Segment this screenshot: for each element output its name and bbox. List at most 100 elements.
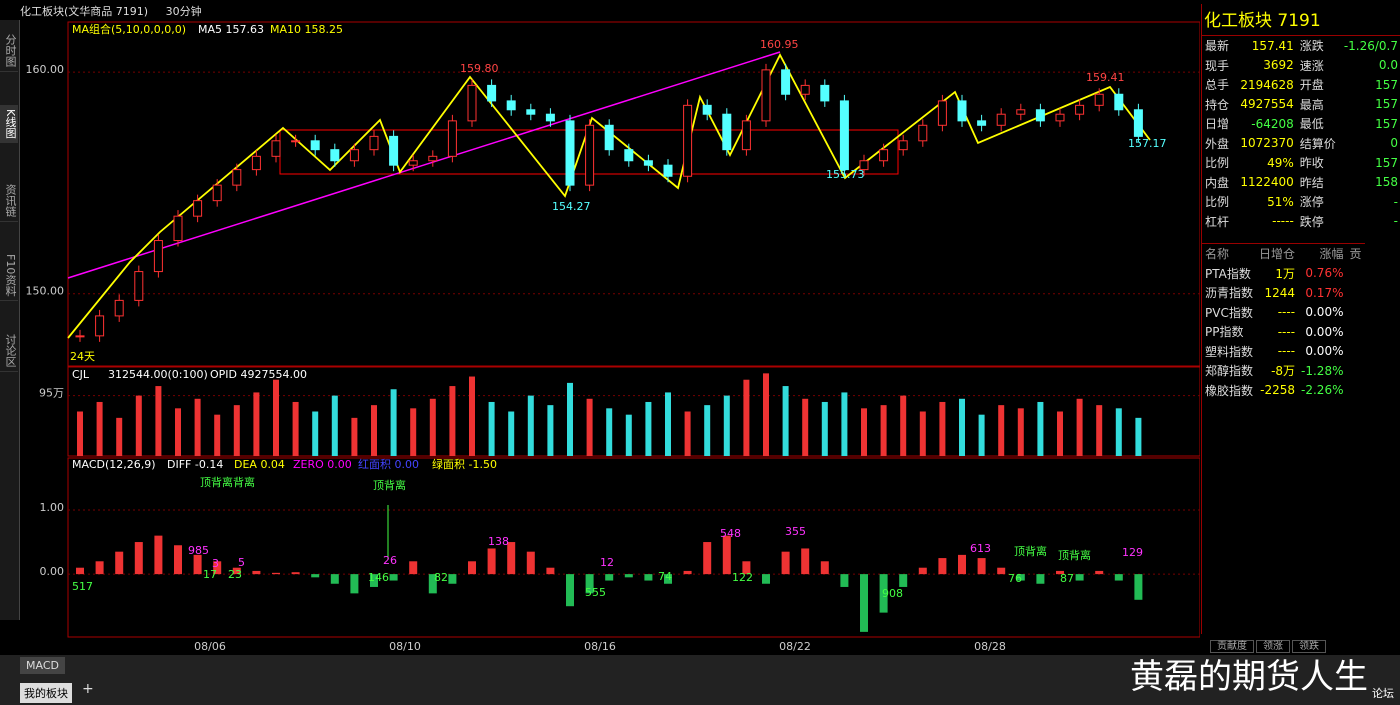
quote-row: 外盘 1072370 结算价 0 [1202, 134, 1400, 154]
volume-bar [312, 411, 319, 456]
side-tab[interactable]: F10资料 [0, 250, 18, 302]
list-header-cell: 日增仓 [1259, 247, 1296, 262]
bottom-tab[interactable]: 领涨 [1256, 640, 1290, 653]
macd-bar [291, 572, 300, 575]
top-bar: 化工板块(文华商品 7191) 30分钟 [20, 3, 202, 19]
quote-cell: -1.26/0.7 [1343, 38, 1398, 53]
macd-annotation: 129 [1122, 546, 1143, 559]
macd-bar [193, 554, 202, 575]
candle-body [879, 149, 889, 162]
macd-bar [350, 574, 359, 594]
candle-body [114, 299, 124, 317]
candle-body [310, 140, 320, 151]
period[interactable]: 30分钟 [165, 5, 202, 18]
list-row[interactable]: PP指数 ---- 0.00% [1202, 322, 1365, 342]
macd-bar [546, 567, 555, 575]
macd-annotation: 17 [203, 568, 217, 581]
bottom-tab[interactable]: 领跌 [1292, 640, 1326, 653]
macd-annotation: 12 [600, 556, 614, 569]
candle-body [251, 155, 261, 171]
candle-body [1094, 93, 1104, 106]
candle-body [271, 140, 281, 157]
quote-cell: - [1393, 214, 1398, 229]
x-tick-label: 08/06 [194, 640, 226, 653]
list-cell: 0.00% [1305, 324, 1344, 339]
quote-cell: 1072370 [1240, 136, 1294, 151]
legend-item: OPID 4927554.00 [210, 368, 307, 381]
quote-cell: ----- [1272, 214, 1294, 229]
panel-frame [67, 21, 1200, 367]
macd-bar [801, 548, 810, 575]
macd-annotation: 76 [1008, 572, 1022, 585]
quote-cell: 157 [1375, 116, 1398, 131]
macd-bar [409, 561, 418, 575]
volume-bar [449, 386, 456, 456]
panel-frame [67, 366, 1200, 457]
macd-bar [448, 574, 457, 584]
macd-bar [566, 574, 574, 607]
side-tab[interactable]: 讨论区 [0, 330, 18, 372]
macd-bar [879, 574, 888, 613]
volume-bar [135, 395, 142, 456]
side-tab[interactable]: K线图 [0, 105, 18, 144]
candle-body [898, 140, 908, 151]
macd-annotation: 23 [228, 568, 242, 581]
macd-bar [585, 574, 594, 594]
list-row[interactable]: 橡胶指数 -2258 -2.26% [1202, 381, 1365, 401]
list-row[interactable]: PVC指数 ---- 0.00% [1202, 303, 1365, 323]
forum-link[interactable]: 论坛 [1372, 687, 1394, 700]
quote-cell: 杠杆 [1205, 214, 1230, 229]
macd-annotation: 3 [212, 557, 219, 570]
add-tab[interactable]: + [82, 681, 94, 697]
price-annotation: 154.27 [552, 200, 591, 213]
quote-row: 总手 2194628 开盘 157 [1202, 75, 1400, 95]
price-annotation: 159.80 [460, 62, 499, 75]
macd-bar [389, 574, 398, 581]
list-row[interactable]: 郑醇指数 -8万 -1.28% [1202, 361, 1365, 381]
candle-body [232, 169, 242, 186]
macd-annotation: 26 [383, 554, 397, 567]
macd-bar [76, 567, 84, 575]
side-tab[interactable]: 分时图 [0, 30, 18, 72]
list-cell: -8万 [1271, 364, 1296, 379]
quote-row: 内盘 1122400 昨结 158 [1202, 173, 1400, 193]
candle-body [134, 271, 144, 301]
candle-body [1114, 93, 1124, 111]
list-row[interactable]: 塑料指数 ---- 0.00% [1202, 342, 1365, 362]
macd-annotation: 517 [72, 580, 93, 593]
volume-bar [743, 379, 750, 456]
price-annotation: 160.95 [760, 38, 799, 51]
quote-cell: 0.0 [1378, 58, 1398, 73]
list-row[interactable]: PTA指数 1万 0.76% [1202, 264, 1365, 284]
side-tab[interactable]: 资讯链 [0, 180, 18, 222]
my-sector-tab[interactable]: 我的板块 [20, 683, 72, 703]
candle-body [389, 135, 399, 166]
list-cell: 1244 [1264, 285, 1296, 300]
macd-annotation: 355 [785, 525, 806, 538]
volume-bar [802, 398, 809, 456]
quote-cell: 4927554 [1240, 97, 1294, 112]
bottom-tab[interactable]: 贡献度 [1210, 640, 1254, 653]
quote-cell: 51% [1267, 194, 1294, 209]
volume-bar [978, 414, 985, 456]
volume-bar [1135, 417, 1142, 456]
quote-cell: 涨停 [1299, 195, 1324, 210]
macd-bar [977, 558, 986, 575]
y-tick-label: 1.00 [40, 501, 65, 514]
volume-bar [919, 411, 926, 456]
quote-cell: 日增 [1205, 117, 1230, 132]
candle-body [447, 120, 457, 157]
macd-bar [232, 567, 241, 575]
quote-cell: 157.41 [1251, 38, 1294, 53]
candle-body [153, 240, 163, 273]
list-row[interactable]: 沥青指数 1244 0.17% [1202, 283, 1365, 303]
quote-row: 杠杆 ----- 跌停 - [1202, 212, 1400, 232]
macd-button[interactable]: MACD [20, 657, 65, 674]
list-header-cell: 贡 [1349, 247, 1362, 262]
x-tick-label: 08/22 [779, 640, 811, 653]
list-header-cell: 名称 [1205, 247, 1230, 262]
quote-cell: 比例 [1205, 156, 1230, 171]
candle-body [624, 149, 634, 162]
candle-body [173, 215, 183, 242]
quote-cell: 开盘 [1299, 78, 1324, 93]
